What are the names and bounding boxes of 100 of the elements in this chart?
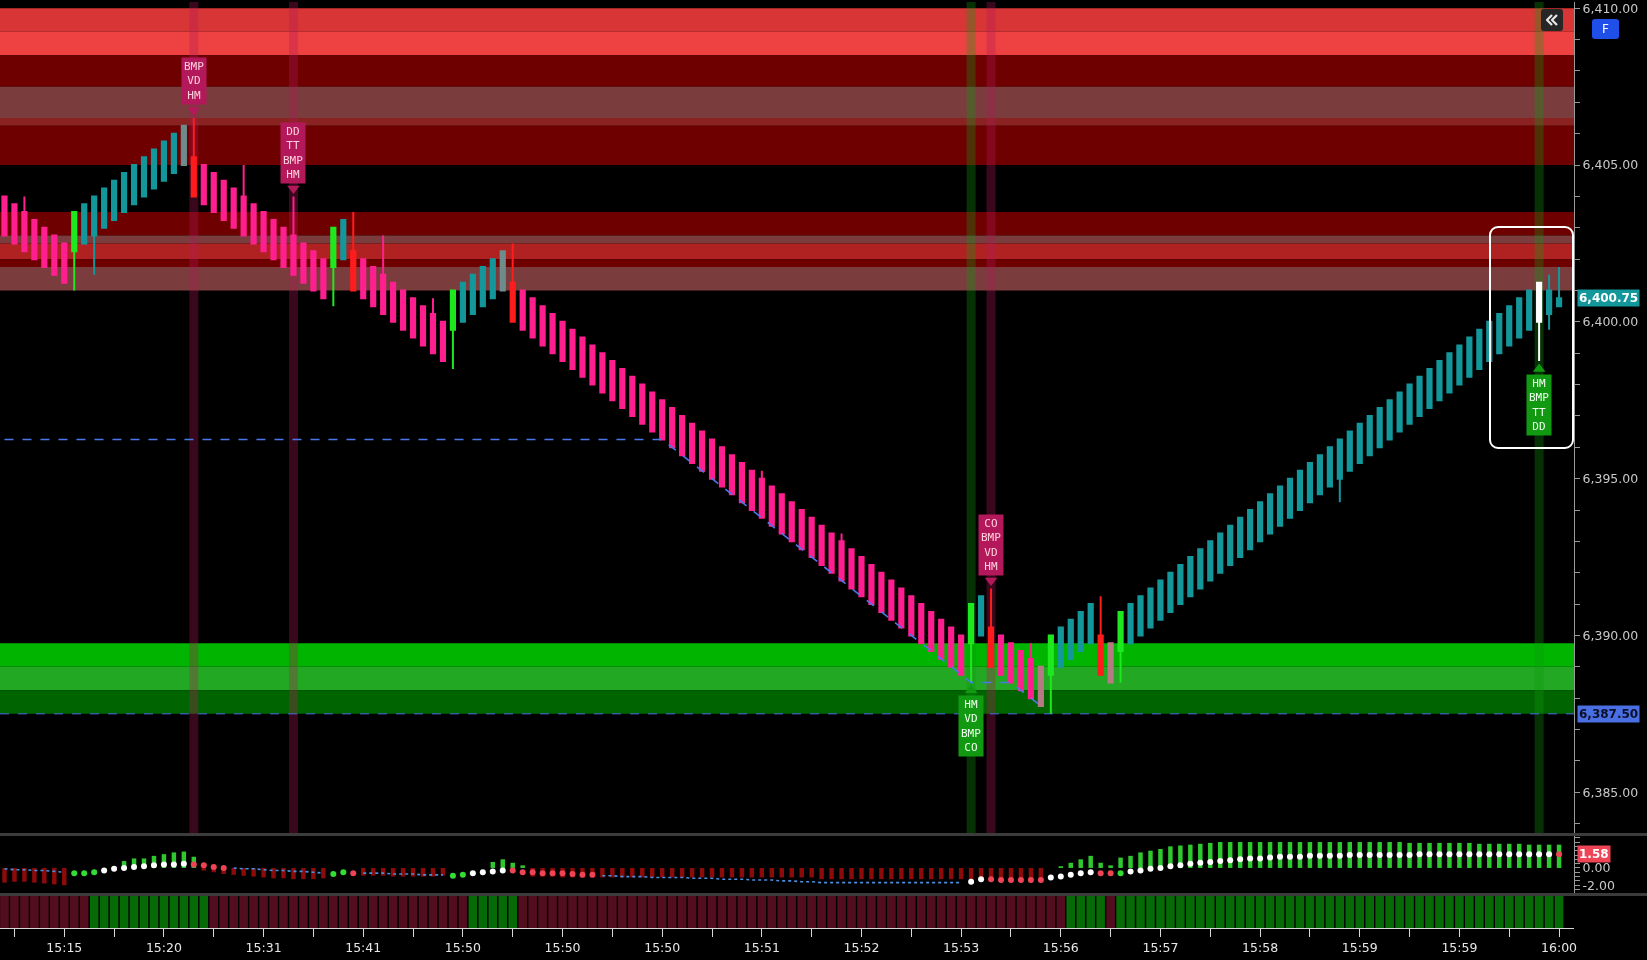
candlestick: [848, 548, 855, 590]
candlestick: [409, 297, 417, 339]
candlestick: [280, 226, 287, 268]
candlestick: [1067, 618, 1074, 660]
candlestick: [1346, 430, 1353, 472]
x-tick-label: 15:59: [1341, 940, 1378, 955]
candlestick: [479, 265, 486, 308]
candlestick: [1007, 642, 1015, 684]
candlestick: [390, 281, 397, 323]
data-label: HM VD BMP CO: [961, 698, 982, 754]
candlestick: [977, 595, 985, 637]
bar: [22, 867, 27, 882]
candlestick: [1296, 469, 1304, 512]
candlestick: [380, 234, 387, 316]
x-tick-label: 15:53: [943, 940, 980, 955]
candlestick: [858, 556, 865, 598]
x-tick-label: 15:50: [444, 940, 481, 955]
candlestick: [888, 579, 895, 621]
bar: [869, 867, 874, 880]
candlestick: [1536, 281, 1543, 363]
candlestick: [200, 164, 207, 206]
text: 1.58: [1579, 847, 1609, 861]
candlestick: [340, 218, 347, 261]
candlestick: [669, 407, 676, 449]
candlestick: [150, 148, 158, 190]
bar: [271, 867, 276, 879]
candlestick: [499, 250, 506, 292]
data-label: CO BMP VD HM: [981, 517, 1002, 573]
candlestick: [489, 258, 496, 300]
candlestick: [549, 313, 556, 355]
candlestick: [1476, 328, 1483, 370]
bar: [12, 867, 17, 882]
candlestick: [290, 195, 297, 276]
y-tick-label: 6,410.00: [1582, 0, 1639, 16]
candlestick: [71, 211, 78, 292]
candlestick: [579, 336, 586, 378]
bar: [849, 867, 854, 880]
x-tick-label: 15:50: [644, 940, 681, 955]
candlestick: [300, 242, 307, 284]
candlestick: [1436, 360, 1443, 402]
candlestick: [1207, 540, 1214, 582]
candlestick: [768, 485, 775, 527]
candlestick: [609, 360, 616, 402]
candlestick: [718, 446, 726, 488]
candlestick: [748, 469, 755, 512]
candlestick: [968, 603, 975, 684]
candlestick: [918, 603, 925, 645]
y-tick-label: 6,400.00: [1582, 314, 1639, 330]
y-tick-label: 6,395.00: [1582, 471, 1639, 487]
candlestick: [350, 211, 357, 292]
bar: [879, 867, 884, 880]
bar: [909, 867, 914, 880]
candlestick: [738, 461, 745, 504]
candlestick: [1247, 509, 1254, 551]
x-tick-label: 15:57: [1142, 940, 1179, 955]
candlestick: [987, 587, 995, 668]
candlestick: [619, 367, 626, 410]
x-tick-label: 15:56: [1042, 940, 1079, 955]
point: [287, 185, 300, 195]
bar: [281, 867, 286, 879]
candlestick: [659, 399, 666, 441]
bar: [32, 867, 37, 883]
candlestick: [1167, 571, 1174, 613]
candlestick: [878, 571, 885, 613]
candlestick: [1087, 603, 1094, 645]
candlestick: [31, 218, 38, 261]
candlestick: [688, 422, 696, 464]
candlestick: [868, 563, 875, 606]
candlestick: [928, 610, 935, 653]
candlestick: [958, 634, 965, 676]
candlestick: [130, 164, 138, 206]
bar: [52, 867, 57, 885]
candlestick: [1406, 383, 1413, 425]
bar: [809, 867, 814, 878]
candlestick: [320, 258, 327, 300]
x-tick-label: 15:15: [46, 940, 83, 955]
candlestick: [270, 218, 277, 261]
candlestick: [459, 281, 466, 323]
candlestick: [449, 289, 457, 370]
candlestick: [1555, 265, 1563, 308]
candlestick: [569, 328, 576, 370]
data-label: BMP VD HM: [184, 60, 205, 102]
candlestick: [1356, 422, 1363, 464]
candlestick: [1496, 313, 1503, 355]
candlestick: [1316, 454, 1323, 496]
candlestick: [788, 501, 795, 543]
x-tick-label: 16:00: [1541, 940, 1578, 955]
candlestick: [1416, 375, 1423, 417]
candlestick: [908, 595, 915, 637]
candlestick: [180, 124, 187, 167]
candlestick: [419, 305, 427, 347]
x-tick-label: 15:59: [1441, 940, 1478, 955]
text: 6,400.75: [1579, 291, 1639, 305]
y-tick-label: 6,385.00: [1582, 784, 1639, 800]
y-tick-label: -2.00: [1582, 877, 1615, 893]
candlestick: [21, 195, 28, 253]
candlestick: [818, 524, 825, 566]
candlestick: [81, 203, 88, 245]
letter-button: F: [1592, 19, 1619, 39]
bar: [899, 867, 904, 880]
